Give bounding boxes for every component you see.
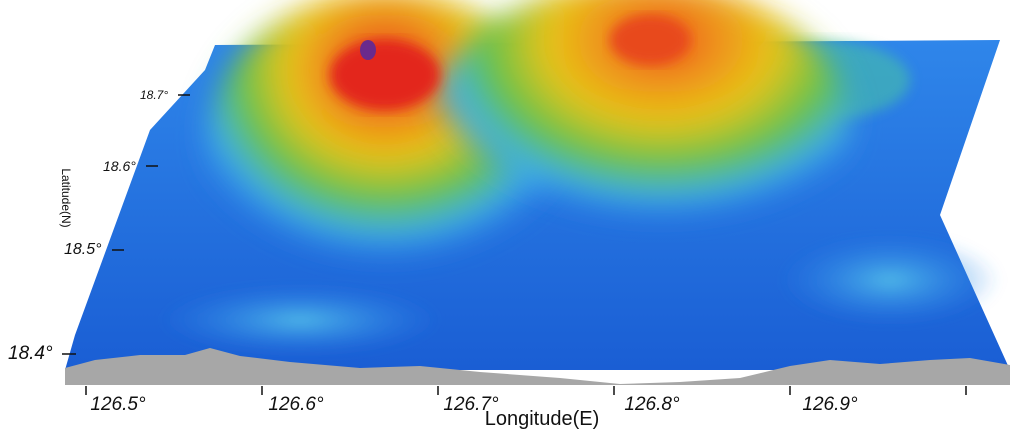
ridge-east [780, 235, 1000, 325]
seamount-east [430, 0, 850, 280]
lat-tick-label: 18.6° [103, 158, 136, 174]
lat-tick-label: 18.5° [64, 241, 102, 258]
lon-tick-label: 126.8° [624, 394, 680, 415]
lon-tick-label: 126.7° [443, 394, 499, 415]
terrain-base [65, 348, 1010, 385]
lat-tick-label: 18.4° [8, 343, 53, 364]
x-axis-label: Longitude(E) [484, 408, 600, 430]
y-axis-label: Latitude(N) [59, 168, 73, 228]
peak-west [330, 40, 440, 110]
lon-tick-label: 126.9° [802, 394, 858, 415]
lat-tick-label: 18.7° [140, 88, 169, 102]
peak-summit [360, 40, 376, 60]
lon-tick-label: 126.5° [90, 394, 146, 415]
lon-tick-label: 126.6° [268, 394, 324, 415]
peak-east [610, 15, 690, 65]
